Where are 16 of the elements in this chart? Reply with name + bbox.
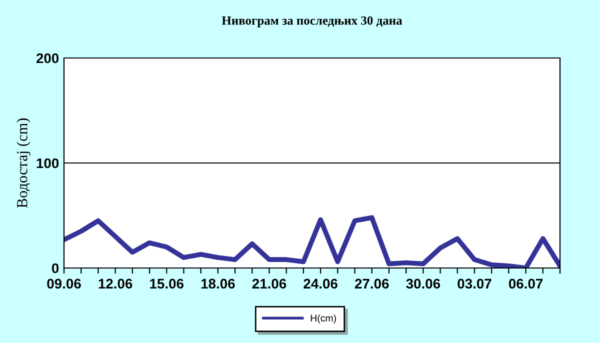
x-tick-label: 12.06 <box>98 278 132 289</box>
x-tick-label: 27.06 <box>354 278 389 289</box>
x-tick-label: 06.07 <box>508 278 543 289</box>
x-tick-label: 21.06 <box>252 278 286 289</box>
x-tick-label: 30.06 <box>406 278 440 289</box>
legend-label: H(cm) <box>310 314 336 324</box>
y-tick-label: 100 <box>36 158 59 168</box>
y-tick-label: 0 <box>52 263 59 274</box>
x-tick-label: 18.06 <box>201 278 235 289</box>
chart-title: Нивограм за последњих 30 дана <box>222 16 402 28</box>
x-tick-label: 09.06 <box>47 278 81 289</box>
y-tick-label: 200 <box>36 53 59 64</box>
x-tick-label: 03.07 <box>458 278 492 289</box>
x-tick-label: 24.06 <box>304 278 338 289</box>
y-axis-title: Водостај (cm) <box>16 118 30 208</box>
x-tick-label: 15.06 <box>150 278 184 289</box>
